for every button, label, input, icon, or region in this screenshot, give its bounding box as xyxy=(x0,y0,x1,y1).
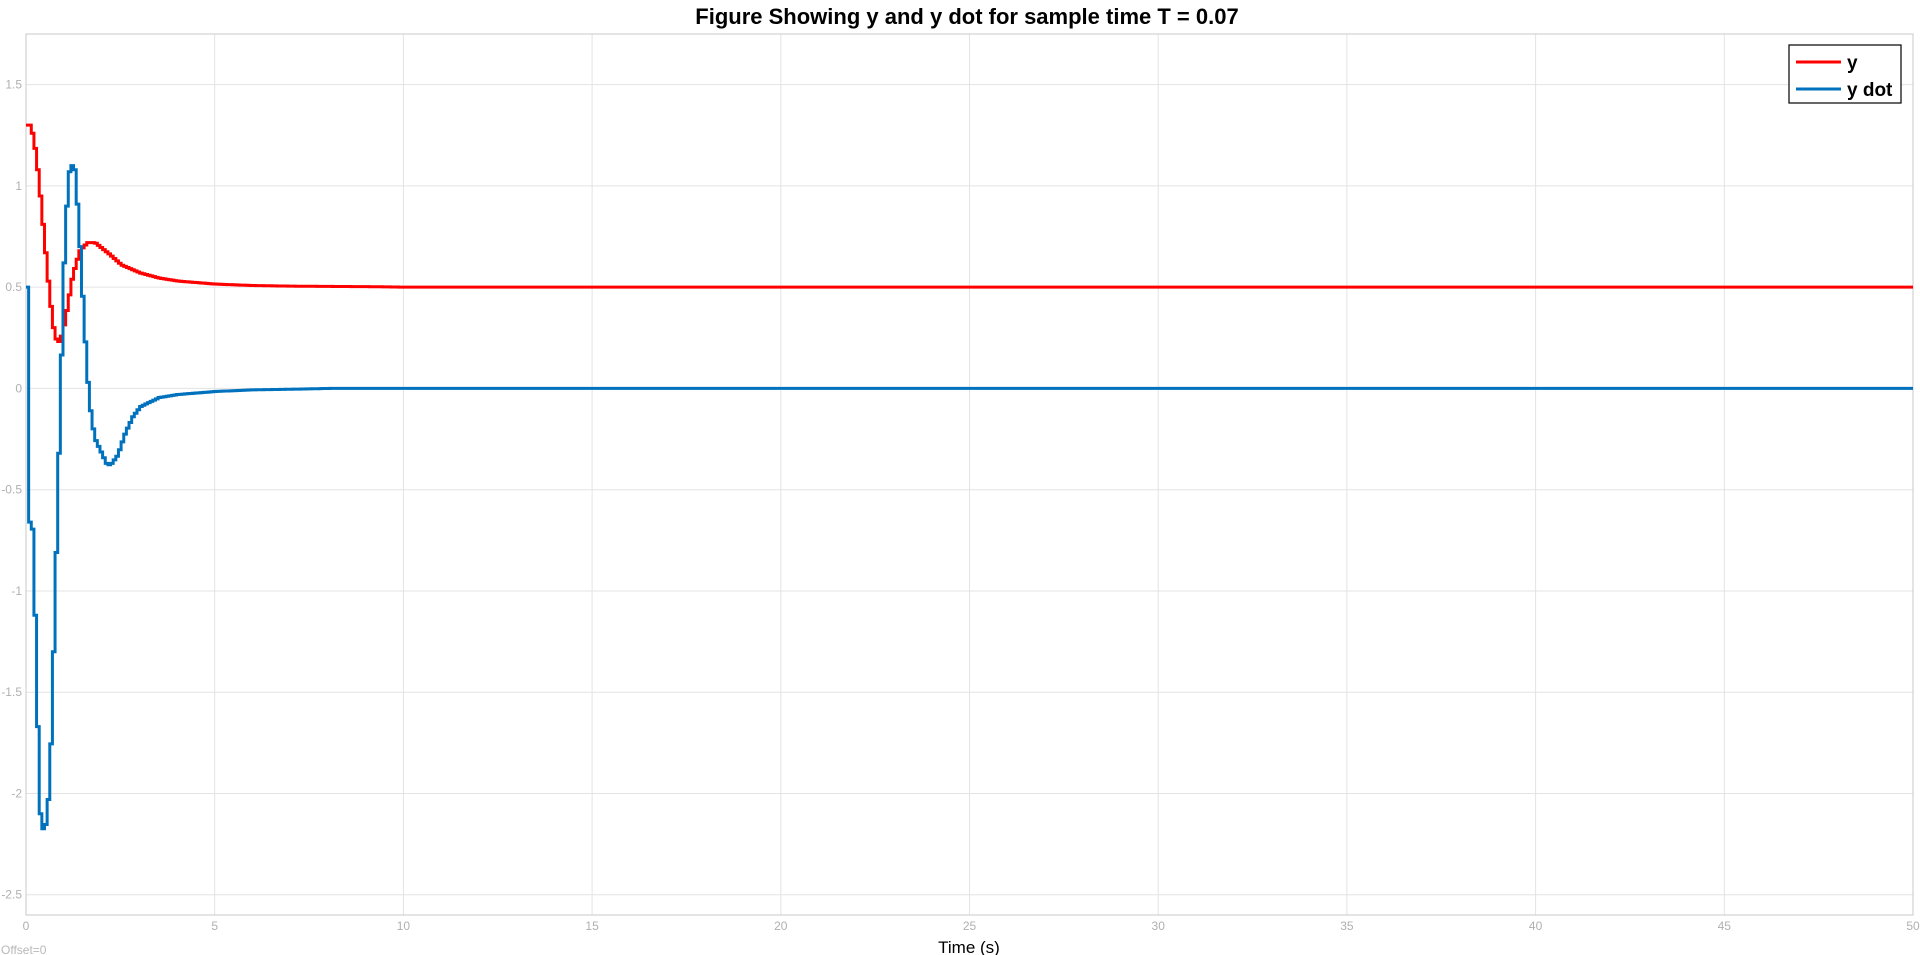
x-tick-label: 50 xyxy=(1906,919,1920,933)
legend-box xyxy=(1788,44,1902,104)
plot-frame xyxy=(25,33,1914,916)
series-lines xyxy=(26,123,1913,831)
y-tick-label: -2.5 xyxy=(1,888,22,902)
legend-label: y dot xyxy=(1847,80,1893,101)
x-tick-label: 35 xyxy=(1340,919,1354,933)
y-tick-label: 1.5 xyxy=(5,78,22,92)
x-axis-label: Time (s) xyxy=(938,938,1000,955)
x-tick-label: 0 xyxy=(23,919,30,933)
x-tick-label: 10 xyxy=(397,919,411,933)
legend-label: y xyxy=(1847,53,1858,74)
x-tick-label: 25 xyxy=(963,919,977,933)
x-tick-label: 15 xyxy=(585,919,599,933)
x-tick-label: 45 xyxy=(1718,919,1732,933)
y-tick-label: 1 xyxy=(15,179,22,193)
y-tick-label: 0.5 xyxy=(5,280,22,294)
x-tick-label: 30 xyxy=(1152,919,1166,933)
legend: y y dot xyxy=(1788,44,1902,104)
y-tick-label: -1.5 xyxy=(1,685,22,699)
y-tick-label: 0 xyxy=(15,381,22,395)
x-tick-label: 20 xyxy=(774,919,788,933)
grid xyxy=(25,34,1914,915)
chart-title: Figure Showing y and y dot for sample ti… xyxy=(695,4,1238,29)
x-tick-label: 5 xyxy=(211,919,218,933)
series-line-y-dot xyxy=(26,164,1913,831)
y-tick-label: -0.5 xyxy=(1,483,22,497)
y-tick-label: -2 xyxy=(11,786,22,800)
y-tick-label: -1 xyxy=(11,584,22,598)
offset-label: Offset=0 xyxy=(1,943,47,955)
x-tick-label: 40 xyxy=(1529,919,1543,933)
series-line-y xyxy=(26,123,1913,343)
tick-labels: 0 5 10 15 20 25 30 35 40 45 50 1.5 1 0.5 0 -0.5 -1 -1.5 -2… xyxy=(1,78,1920,933)
